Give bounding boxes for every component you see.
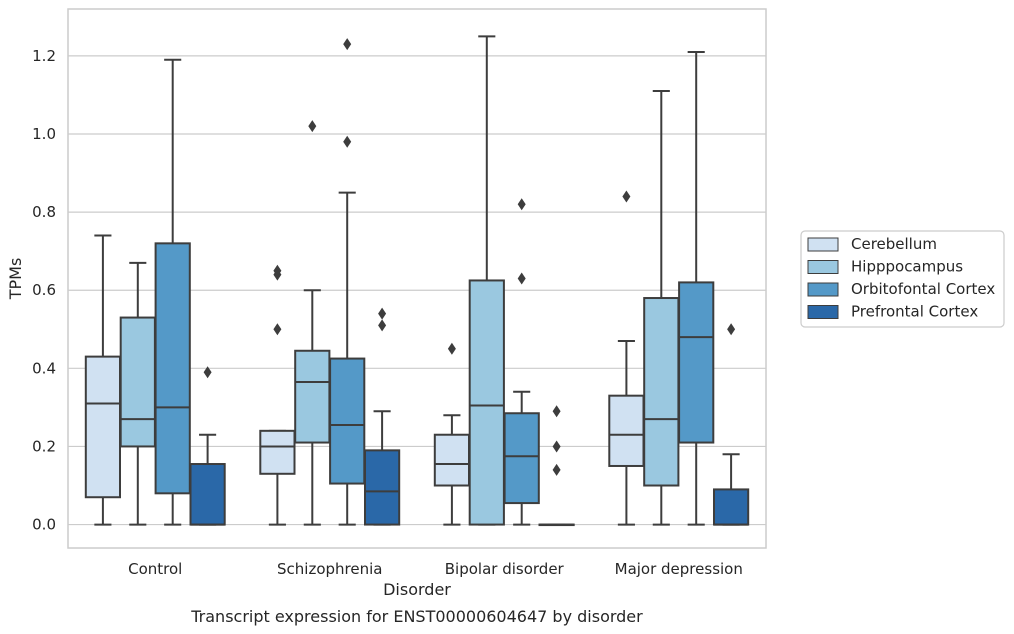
boxes bbox=[84, 35, 750, 527]
y-tick-label: 0.0 bbox=[32, 516, 56, 534]
plot-frame bbox=[67, 8, 767, 549]
legend-swatch bbox=[807, 260, 839, 274]
x-tick-label: Bipolar disorder bbox=[445, 560, 565, 578]
box-iqr bbox=[119, 316, 156, 448]
box-prefrontal-cortex bbox=[189, 366, 226, 526]
box-orbitofontal-cortex bbox=[329, 38, 366, 526]
x-tick-label: Schizophrenia bbox=[277, 560, 382, 578]
box-orbitofontal-cortex bbox=[154, 58, 191, 526]
y-tick-labels: 0.0 0.2 0.4 0.6 0.8 1.0 1.2 bbox=[32, 47, 56, 534]
x-tick-label: Control bbox=[128, 560, 182, 578]
box-iqr bbox=[154, 242, 191, 495]
y-axis-title: TPMs bbox=[6, 258, 25, 301]
box-iqr bbox=[503, 412, 540, 505]
box-iqr bbox=[712, 488, 750, 526]
box-iqr bbox=[433, 433, 471, 487]
legend-label: Prefrontal Cortex bbox=[851, 303, 978, 321]
y-tick-label: 0.2 bbox=[32, 437, 56, 455]
legend-label: Cerebellum bbox=[851, 235, 937, 253]
x-axis-title: Disorder bbox=[383, 580, 451, 599]
box-iqr bbox=[678, 281, 715, 444]
outlier-point bbox=[378, 319, 387, 332]
legend-frame bbox=[800, 230, 1005, 328]
outlier-point bbox=[622, 190, 631, 203]
box-cerebellum bbox=[84, 234, 122, 526]
box-orbitofontal-cortex bbox=[678, 50, 715, 526]
box-iqr bbox=[643, 297, 680, 487]
outlier-point bbox=[343, 135, 352, 148]
outlier-point bbox=[273, 323, 282, 336]
box-iqr bbox=[468, 279, 505, 526]
outlier-point bbox=[517, 198, 526, 211]
box-iqr bbox=[189, 463, 226, 526]
legend: Cerebellum Hipppocampus Orbitofontal Corte… bbox=[800, 230, 1005, 328]
legend-label: Orbitofontal Cortex bbox=[851, 280, 995, 298]
x-tick-label: Major depression bbox=[615, 560, 743, 578]
box-prefrontal-cortex bbox=[538, 405, 575, 527]
legend-swatch bbox=[807, 305, 839, 319]
box-hipppocampus bbox=[643, 90, 680, 526]
outlier-point bbox=[308, 120, 317, 133]
outlier-point bbox=[343, 38, 352, 51]
y-tick-label: 1.2 bbox=[32, 47, 56, 65]
outlier-point bbox=[552, 405, 561, 418]
box-cerebellum bbox=[433, 342, 471, 526]
legend-swatch bbox=[807, 237, 839, 252]
box-cerebellum bbox=[259, 264, 296, 526]
outlier-point bbox=[552, 463, 561, 476]
outlier-point bbox=[727, 323, 736, 336]
y-tick-label: 0.6 bbox=[32, 281, 56, 299]
y-tick-label: 1.0 bbox=[32, 125, 56, 143]
box-prefrontal-cortex bbox=[363, 307, 401, 526]
outlier-point bbox=[273, 264, 282, 277]
box-orbitofontal-cortex bbox=[503, 198, 540, 526]
legend-swatch bbox=[807, 282, 839, 297]
box-hipppocampus bbox=[294, 120, 331, 526]
box-iqr bbox=[259, 429, 296, 475]
figure-caption: Transcript expression for ENST0000060464… bbox=[190, 607, 643, 626]
x-tick-labels: Control Schizophrenia Bipolar disorder Majo… bbox=[128, 560, 743, 578]
box-hipppocampus bbox=[119, 261, 156, 526]
box-iqr bbox=[329, 357, 366, 485]
box-iqr bbox=[608, 394, 645, 467]
legend-label: Hipppocampus bbox=[851, 258, 963, 276]
outlier-point bbox=[447, 342, 456, 355]
y-tick-label: 0.8 bbox=[32, 203, 56, 221]
box-iqr bbox=[84, 355, 122, 499]
box-hipppocampus bbox=[468, 35, 505, 526]
y-tick-label: 0.4 bbox=[32, 359, 56, 377]
outlier-point bbox=[203, 366, 212, 379]
outlier-point bbox=[552, 440, 561, 453]
box-iqr bbox=[294, 349, 331, 444]
outlier-point bbox=[378, 307, 387, 320]
box-prefrontal-cortex bbox=[712, 323, 750, 526]
outlier-point bbox=[517, 272, 526, 285]
box-cerebellum bbox=[608, 190, 645, 526]
box-iqr bbox=[363, 449, 401, 526]
